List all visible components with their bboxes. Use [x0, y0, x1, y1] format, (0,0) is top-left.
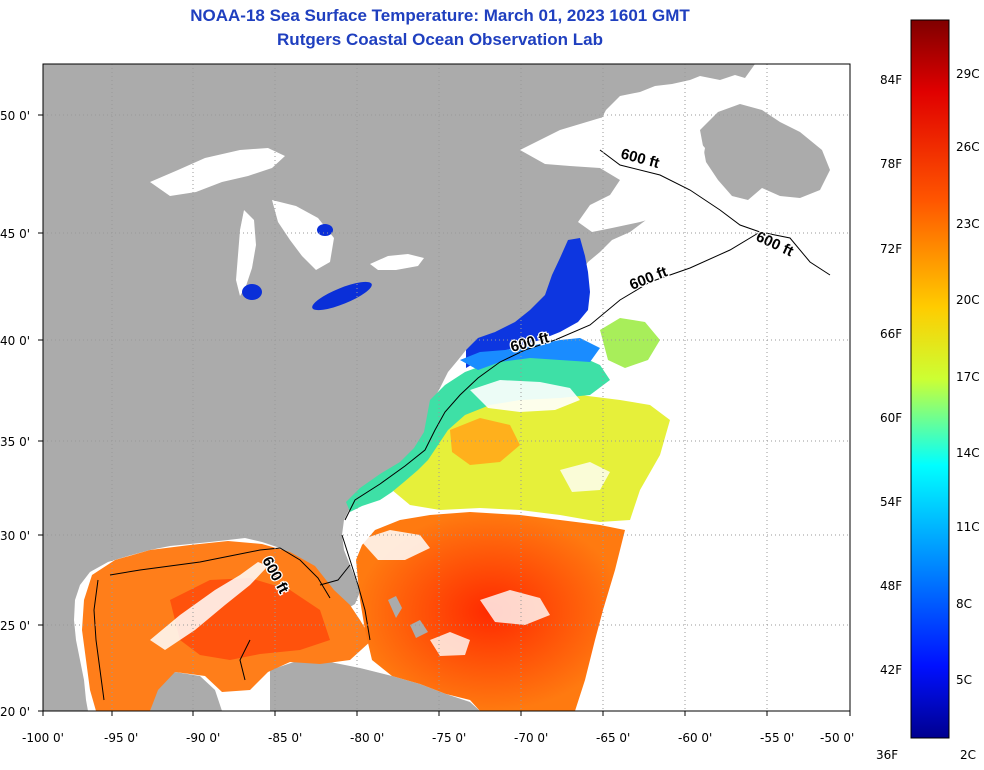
colorbar-c-label: 26C [956, 140, 980, 154]
yucatan-land [150, 672, 222, 711]
x-tick-label: -50 0' [820, 731, 854, 745]
x-tick-label: -60 0' [678, 731, 712, 745]
map-content: 600 ft 600 ft 600 ft 600 ft 600 ft [43, 64, 831, 711]
y-tick-label: 45 0' [0, 227, 30, 241]
colorbar-f-label: 42F [880, 663, 903, 677]
x-tick-label: -70 0' [514, 731, 548, 745]
offshore-patch [600, 318, 660, 368]
colorbar [910, 19, 950, 739]
x-tick-label: -65 0' [596, 731, 630, 745]
x-tick-label: -95 0' [104, 731, 138, 745]
gulf-of-maine-cold [466, 238, 590, 368]
x-tick-label: -100 0' [22, 731, 64, 745]
lake-superior [150, 148, 285, 196]
st-lawrence-gulf [520, 112, 705, 232]
colorbar-c-label: 2C [960, 748, 977, 762]
colorbar-f-label: 60F [880, 411, 903, 425]
gulf-cloud-streak [150, 562, 268, 650]
lake-cold-spot [242, 284, 262, 300]
y-tick-label: 50 0' [0, 109, 30, 123]
georgian-bay-cold [317, 224, 333, 236]
cloud-patch [560, 462, 610, 492]
x-tick-label: -55 0' [760, 731, 794, 745]
cloud-patch [480, 590, 550, 625]
colorbar-c-label: 17C [956, 370, 980, 384]
y-tick-label: 30 0' [0, 529, 30, 543]
y-tick-label: 40 0' [0, 334, 30, 348]
y-tick-label: 20 0' [0, 705, 30, 719]
colorbar-c-label: 29C [956, 67, 980, 81]
map-title: NOAA-18 Sea Surface Temperature: March 0… [190, 6, 690, 25]
colorbar-c-label: 5C [956, 673, 973, 687]
newfoundland-land [700, 104, 830, 200]
colorbar-f-label: 36F [876, 748, 899, 762]
colorbar-f-label: 72F [880, 242, 903, 256]
colorbar-f-label: 78F [880, 157, 903, 171]
grid-lines [43, 64, 850, 711]
map-border [42, 63, 851, 712]
contour-lines [93, 149, 831, 701]
x-tick-label: -85 0' [268, 731, 302, 745]
north-america-land [43, 64, 755, 711]
colorbar-c-label: 20C [956, 293, 980, 307]
lake-michigan [236, 210, 256, 296]
x-tick-label: -80 0' [350, 731, 384, 745]
cloud-patch [430, 632, 470, 656]
cloud-patch [470, 380, 580, 412]
bahamas-land [388, 596, 402, 618]
mid-atlantic-warm-patch [450, 418, 520, 465]
colorbar-f-label: 48F [880, 579, 903, 593]
map-subtitle: Rutgers Coastal Ocean Observation Lab [277, 30, 603, 49]
colorbar-f-label: 84F [880, 73, 903, 87]
tick-marks [38, 114, 851, 716]
y-tick-label: 35 0' [0, 435, 30, 449]
colorbar-c-label: 11C [956, 520, 980, 534]
y-tick-label: 25 0' [0, 619, 30, 633]
bahamas-land [410, 620, 428, 638]
lake-huron [272, 200, 334, 270]
colorbar-f-label: 54F [880, 495, 903, 509]
cloud-patch [360, 530, 430, 560]
shelf-light-blue [460, 338, 600, 370]
colorbar-c-label: 14C [956, 446, 980, 460]
x-tick-label: -90 0' [186, 731, 220, 745]
colorbar-f-label: 66F [880, 327, 903, 341]
colorbar-c-label: 23C [956, 217, 980, 231]
colorbar-c-label: 8C [956, 597, 973, 611]
cuba-land [270, 660, 480, 711]
x-tick-label: -75 0' [432, 731, 466, 745]
lake-ontario [370, 254, 424, 270]
